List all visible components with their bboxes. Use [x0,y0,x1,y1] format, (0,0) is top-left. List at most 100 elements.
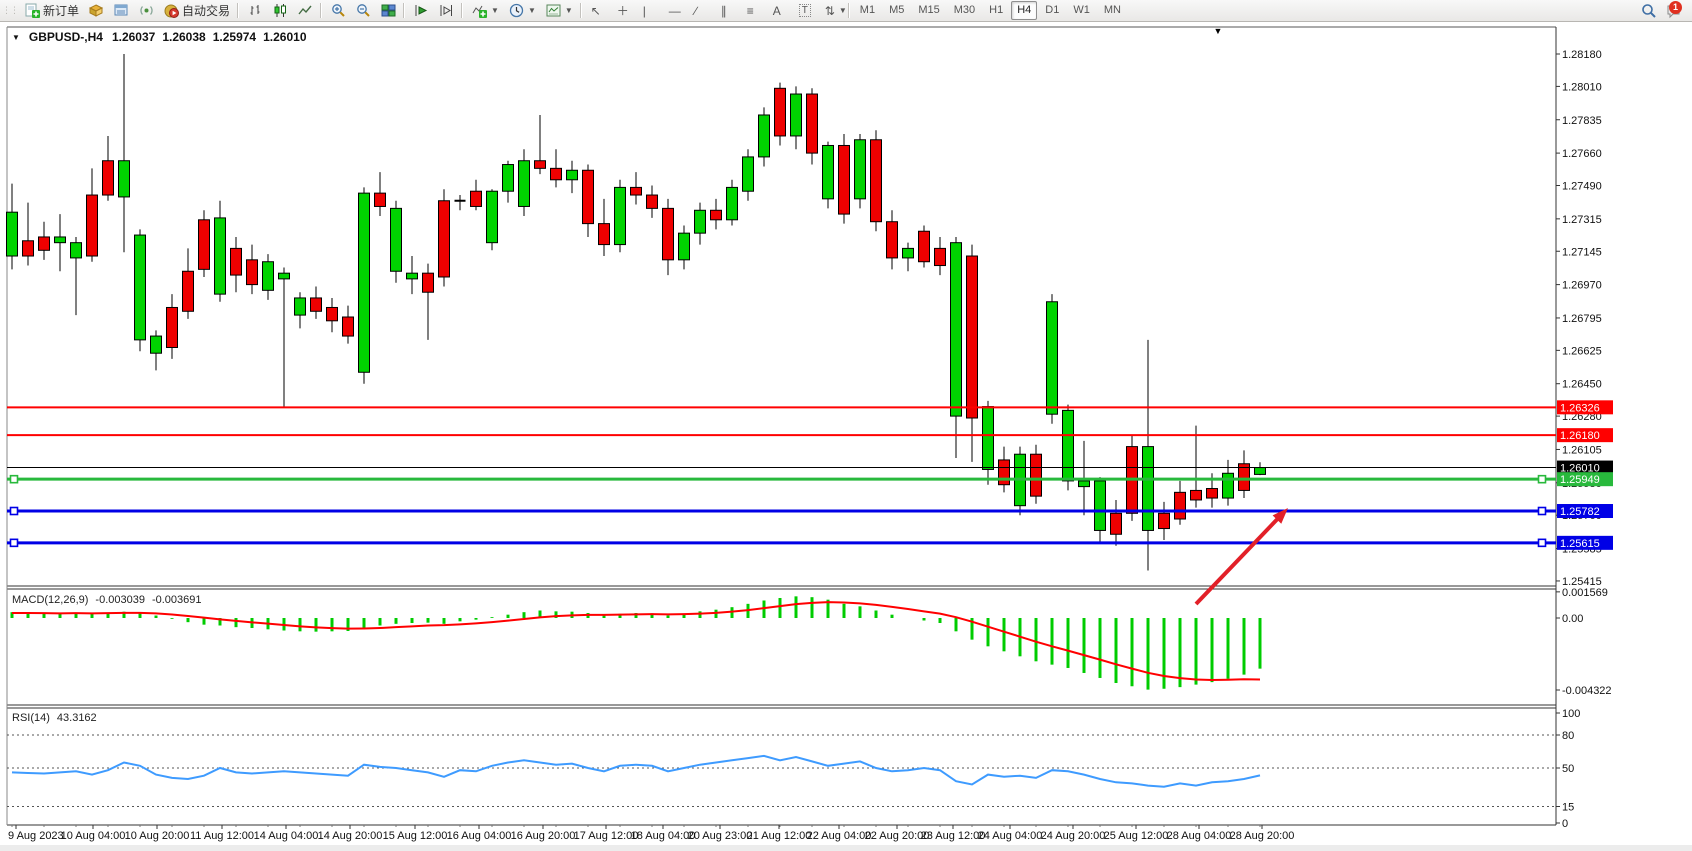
timeframe-W1[interactable]: W1 [1073,4,1090,16]
fibonacci-tool-button[interactable]: ≡ [742,0,768,21]
price-tick-label: 1.27315 [1562,214,1602,226]
line-chart-button[interactable] [293,0,318,21]
bear-candle [630,186,642,196]
time-label: 28 Aug 04:00 [1167,830,1232,842]
bar-chart-button[interactable] [243,0,268,21]
toolbar-separator [320,3,323,18]
arrows-icon: ⇅ [824,3,835,18]
ohlc-close: 1.26010 [263,30,307,44]
candle-chart-icon [273,3,288,18]
timeframe-H1[interactable]: H1 [989,4,1004,16]
bear-candle [38,236,50,251]
bull-candle [486,190,498,244]
zoom-out-button[interactable] [351,0,376,21]
notification-badge: 1 [1669,1,1682,14]
line-handle[interactable] [9,506,19,516]
channel-icon: ∥ [720,3,727,18]
bear-candle [646,194,658,209]
time-label: 22 Aug 20:00 [865,830,930,842]
templates-button[interactable]: ▼ [541,0,578,21]
new-order-button[interactable]: 新订单 [20,0,84,21]
auto-trading-label: 自动交易 [182,4,231,18]
line-handle[interactable] [9,474,19,484]
price-tick-label: 1.27145 [1562,246,1602,258]
timeframe-M30[interactable]: M30 [953,4,976,16]
bear-candle [230,247,242,276]
timeframe-M5[interactable]: M5 [889,4,905,16]
label-tool-button[interactable]: T [794,0,820,21]
bear-candle [1206,488,1218,499]
chevron-down-icon: ▼ [838,6,847,15]
chart-title[interactable]: ▼ GBPUSD-,H4 1.26037 1.26038 1.25974 1.2… [12,30,307,44]
market-watch-button[interactable] [84,0,109,21]
cursor-tool-button[interactable]: ↖ [586,0,612,21]
price-tick-label: 1.28180 [1562,49,1602,61]
time-label: 24 Aug 04:00 [978,830,1043,842]
bear-candle [198,219,210,270]
line-handle[interactable] [1537,538,1547,548]
time-label: 16 Aug 20:00 [511,830,576,842]
hline-tool-button[interactable]: — [664,0,690,21]
auto-scroll-button[interactable] [409,0,434,21]
arrows-tool-button[interactable]: ⇅ ▼ [820,0,847,21]
price-label-text: 1.25615 [1560,538,1600,550]
time-label: 10 Aug 20:00 [125,830,190,842]
toolbar-separator [461,3,464,18]
price-tick-label: 1.26970 [1562,280,1602,292]
tile-windows-icon [381,3,396,18]
line-handle[interactable] [1537,474,1547,484]
price-label-text: 1.26010 [1560,463,1600,475]
line-handle[interactable] [1537,506,1547,516]
bear-candle [166,306,178,348]
bull-candle [214,217,226,295]
timeframe-M1[interactable]: M1 [859,4,876,16]
periods-button[interactable]: ▼ [504,0,541,21]
vline-tool-button[interactable]: | [638,0,664,21]
price-label-box [1557,472,1613,487]
channel-tool-button[interactable]: ∥ [716,0,742,21]
rsi-tick-label: 15 [1562,802,1574,814]
bull-candle [758,114,770,158]
indicators-button[interactable]: ▼ [467,0,504,21]
bull-candle [134,234,146,341]
search-button[interactable] [1636,0,1661,21]
candle-chart-button[interactable] [268,0,293,21]
chart-shift-marker[interactable]: ▼ [1214,26,1223,36]
time-label: 10 Aug 04:00 [61,830,126,842]
timeframe-MN[interactable]: MN [1103,4,1121,16]
bull-candle [358,192,370,373]
text-tool-button[interactable]: A [768,0,794,21]
crosshair-icon: ＋ [616,4,629,18]
comments-button[interactable]: 1 [1661,0,1686,21]
time-label: 23 Aug 12:00 [921,830,986,842]
tile-windows-button[interactable] [376,0,401,21]
search-icon [1641,3,1656,18]
chart-shift-button[interactable] [434,0,459,21]
macd-value: -0.003039 [95,594,145,606]
signal-button[interactable] [134,0,159,21]
price-tick-label: 1.26450 [1562,379,1602,391]
data-window-button[interactable] [109,0,134,21]
line-handle[interactable] [9,538,19,548]
bear-candle [86,194,98,257]
zoom-in-button[interactable] [326,0,351,21]
toolbar-separator [579,3,582,18]
annotation-arrow-shaft[interactable] [1194,515,1282,606]
bull-candle [262,261,274,291]
bull-candle [406,272,418,280]
time-label: 11 Aug 12:00 [190,830,254,842]
rsi-label: RSI(14) 43.3162 [12,712,97,724]
trendline-tool-button[interactable]: ∕ [690,0,716,21]
auto-trading-button[interactable]: 自动交易 [159,0,235,21]
price-tick-label: 1.27490 [1562,181,1602,193]
time-label: 14 Aug 20:00 [318,830,383,842]
crosshair-tool-button[interactable]: ＋ [612,0,638,21]
timeframe-H4[interactable]: H4 [1011,1,1038,20]
timeframe-D1[interactable]: D1 [1045,4,1060,16]
chart-collapse-icon[interactable]: ▼ [12,32,20,42]
bull-candle [1222,472,1234,499]
timeframe-M15[interactable]: M15 [918,4,940,16]
annotation-arrow-head[interactable] [1272,508,1288,524]
time-label: 22 Aug 04:00 [807,830,872,842]
